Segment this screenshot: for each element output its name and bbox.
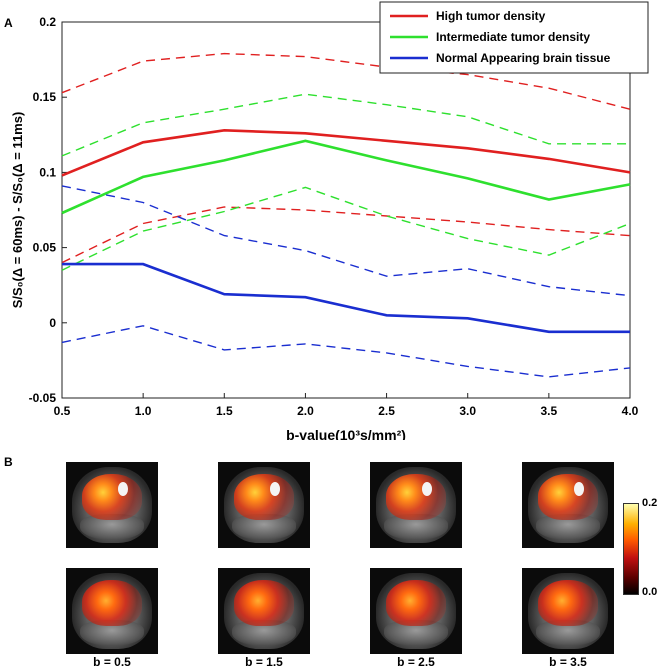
series-line-3 xyxy=(61,139,631,215)
series-line-4 xyxy=(61,93,630,157)
mri-map-b15-top xyxy=(218,462,310,548)
b-label-1: b = 1.5 xyxy=(245,655,283,669)
x-tick-label: 1.5 xyxy=(216,404,233,418)
mri-map-b25-bottom xyxy=(370,568,462,654)
mri-map-b35-top xyxy=(522,462,614,548)
legend-label: Normal Appearing brain tissue xyxy=(436,51,611,65)
y-tick-label: 0.1 xyxy=(39,165,56,179)
y-tick-label: 0.05 xyxy=(33,241,57,255)
series-line-0 xyxy=(61,128,631,177)
series-line-8 xyxy=(61,325,631,378)
y-tick-label: 0 xyxy=(49,316,56,330)
y-tick-label: -0.05 xyxy=(29,391,57,405)
colorbar-max-label: 0.2 xyxy=(642,497,658,509)
colorbar xyxy=(623,503,639,595)
b-label-2: b = 2.5 xyxy=(397,655,435,669)
series-line-7 xyxy=(61,185,631,297)
mri-map-b05-bottom xyxy=(66,568,158,654)
legend-label: High tumor density xyxy=(436,9,546,23)
b-label-3: b = 3.5 xyxy=(549,655,587,669)
panel-b-label: B xyxy=(4,455,13,469)
b-label-0: b = 0.5 xyxy=(93,655,131,669)
x-axis-label: b-value(10³s/mm²) xyxy=(286,427,406,440)
colorbar-min-label: 0.0 xyxy=(642,586,658,598)
x-tick-label: 0.5 xyxy=(54,404,71,418)
x-tick-label: 4.0 xyxy=(622,404,639,418)
y-axis-label: S/S₀(Δ = 60ms) - S/S₀(Δ = 11ms) xyxy=(10,112,25,309)
y-tick-label: 0.2 xyxy=(39,15,56,29)
x-tick-label: 3.5 xyxy=(541,404,558,418)
y-tick-label: 0.15 xyxy=(33,90,57,104)
line-chart: 0.5 1.0 1.5 2.0 2.5 3.0 3.5 4.0 -0.05 0 0.05 0.1 0.1… xyxy=(10,1,649,440)
mri-map-b35-bottom xyxy=(522,568,614,654)
plot-frame xyxy=(61,21,631,399)
series-line-5 xyxy=(61,186,631,271)
mri-map-b05-top xyxy=(66,462,158,548)
series-line-2 xyxy=(61,206,631,264)
mri-map-b15-bottom xyxy=(218,568,310,654)
mri-map-b25-top xyxy=(370,462,462,548)
x-tick-label: 2.5 xyxy=(378,404,395,418)
legend-label: Intermediate tumor density xyxy=(436,30,590,44)
series-line-6 xyxy=(62,262,630,334)
x-tick-label: 1.0 xyxy=(135,404,152,418)
x-tick-label: 3.0 xyxy=(459,404,476,418)
series-line-1 xyxy=(61,52,631,110)
panel-a-label: A xyxy=(4,16,13,30)
x-tick-label: 2.0 xyxy=(297,404,314,418)
